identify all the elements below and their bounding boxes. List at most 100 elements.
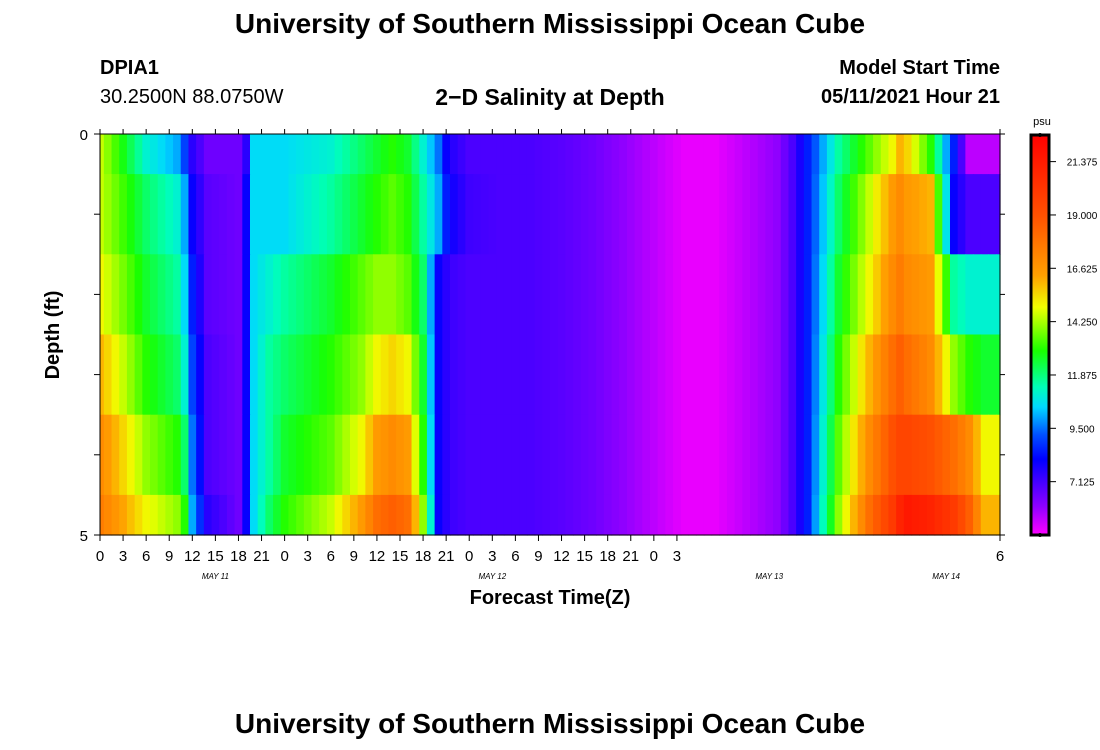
heatmap-cell (203, 254, 213, 336)
heatmap-cell (773, 174, 782, 255)
heatmap-cell (811, 254, 820, 336)
heatmap-cell (296, 174, 305, 255)
heatmap-cell (419, 134, 428, 175)
heatmap-cell (519, 134, 528, 175)
heatmap-cell (888, 334, 897, 416)
colorbar-tick-label: 9.500 (1069, 424, 1094, 435)
heatmap-cell (250, 134, 259, 175)
heatmap-cell (319, 494, 328, 536)
heatmap-cell (988, 334, 997, 416)
heatmap-cell (511, 174, 520, 255)
heatmap-cell (411, 174, 420, 255)
heatmap-cell (926, 254, 936, 336)
heatmap-cell (503, 174, 513, 255)
heatmap-cell (642, 334, 651, 416)
heatmap-cell (388, 134, 397, 175)
heatmap-cell (142, 134, 151, 175)
heatmap-cell (280, 494, 290, 536)
heatmap-cell (573, 334, 582, 416)
colorbar: psu 21.375 19.000 16.625 14.250 11.875 9.500 7… (1029, 116, 1098, 537)
heatmap-cell (903, 254, 913, 336)
heatmap-cell (734, 254, 743, 336)
heatmap-cell (719, 134, 728, 175)
heatmap-cell (873, 414, 882, 496)
heatmap-cell (496, 174, 505, 255)
heatmap-cell (819, 174, 828, 255)
heatmap-cell (157, 134, 166, 175)
heatmap-cell (873, 494, 882, 536)
heatmap-cell (757, 494, 766, 536)
heatmap-cell (988, 174, 997, 255)
heatmap-cell (526, 414, 536, 496)
heatmap-cell (665, 334, 674, 416)
heatmap-cell (357, 334, 366, 416)
heatmap-cell (196, 174, 205, 255)
heatmap-cell (588, 134, 597, 175)
heatmap-cell (619, 414, 628, 496)
heatmap-cell (934, 254, 943, 336)
heatmap-cell (373, 254, 382, 336)
heatmap-cell (873, 174, 882, 255)
heatmap-cell (134, 334, 143, 416)
heatmap-cell (688, 494, 697, 536)
heatmap-cell (642, 134, 651, 175)
heatmap-cell (580, 254, 590, 336)
y-tick-label: 5 (80, 528, 88, 545)
heatmap-cell (296, 414, 305, 496)
heatmap-cell (903, 414, 913, 496)
heatmap-cell (857, 134, 866, 175)
heatmap-cell (126, 174, 136, 255)
heatmap-cell (957, 134, 966, 175)
x-tick-label: 12 (553, 548, 570, 565)
heatmap-cell (157, 174, 166, 255)
heatmap-cell (711, 414, 720, 496)
heatmap-cell (896, 334, 905, 416)
heatmap-cell (126, 134, 136, 175)
heatmap-cell (257, 414, 266, 496)
heatmap-cell (826, 134, 836, 175)
heatmap-cell (803, 174, 813, 255)
heatmap-cell (234, 414, 243, 496)
heatmap-cell (211, 134, 220, 175)
heatmap-cell (765, 494, 774, 536)
heatmap-cell (150, 254, 159, 336)
heatmap-cell (265, 334, 274, 416)
colorbar-tick-label: 14.250 (1067, 318, 1098, 329)
heatmap-cell (103, 134, 113, 175)
heatmap-cell (219, 254, 228, 336)
heatmap-cell (365, 494, 374, 536)
heatmap-cell (380, 174, 390, 255)
heatmap-cell (334, 334, 343, 416)
heatmap-cell (980, 334, 990, 416)
heatmap-cell (226, 134, 236, 175)
heatmap-cell (688, 334, 697, 416)
heatmap-cell (100, 414, 105, 496)
heatmap-cell (165, 254, 174, 336)
heatmap-cell (480, 174, 490, 255)
heatmap-cell (319, 254, 328, 336)
heatmap-cell (234, 334, 243, 416)
heatmap-cell (126, 414, 136, 496)
heatmap-cell (419, 174, 428, 255)
heatmap-cell (611, 134, 620, 175)
heatmap-cell (765, 174, 774, 255)
heatmap-cell (865, 494, 874, 536)
heatmap-cell (250, 414, 259, 496)
heatmap-cell (342, 414, 351, 496)
heatmap-cell (296, 134, 305, 175)
heatmap-cell (519, 334, 528, 416)
heatmap-cell (411, 334, 420, 416)
heatmap-cell (857, 174, 866, 255)
heatmap-cell (334, 134, 343, 175)
heatmap-cell (565, 254, 574, 336)
heatmap-cell (242, 334, 251, 416)
heatmap-cell (511, 334, 520, 416)
heatmap-cell (134, 134, 143, 175)
heatmap-cell (703, 134, 713, 175)
x-tick-label: 21 (622, 548, 639, 565)
heatmap-cell (219, 134, 228, 175)
heatmap-cell (942, 334, 951, 416)
heatmap-cell (834, 494, 843, 536)
model-start-value: 05/11/2021 Hour 21 (820, 86, 1000, 108)
heatmap-cell (442, 414, 451, 496)
